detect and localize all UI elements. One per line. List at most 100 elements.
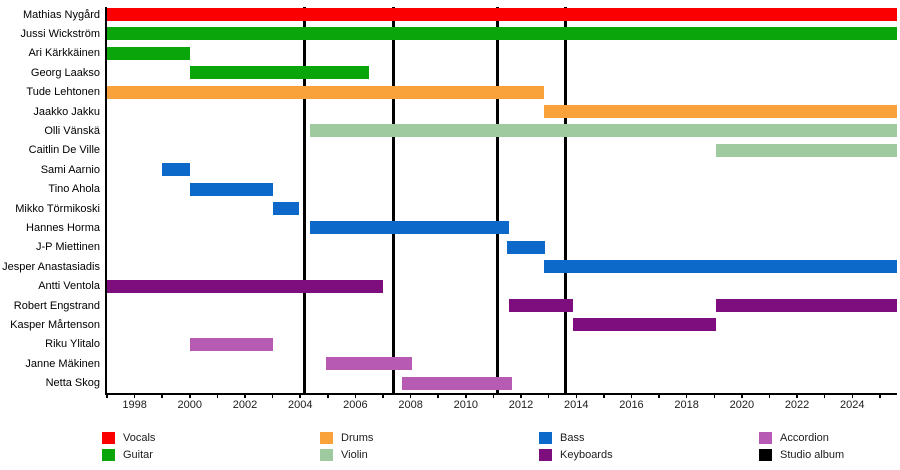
legend-swatch <box>320 432 333 444</box>
member-row-label: Riku Ylitalo <box>45 338 100 351</box>
year-tick <box>492 393 495 398</box>
member-row-label: Kasper Mårtenson <box>10 318 100 331</box>
legend-swatch <box>102 449 115 461</box>
year-tick-label: 2022 <box>784 399 810 411</box>
legend-item: Accordion <box>759 431 900 445</box>
year-tick-label: 2020 <box>729 399 755 411</box>
timeline-bar-accordion <box>402 376 512 390</box>
legend-label: Vocals <box>123 432 156 444</box>
year-tick <box>465 393 467 398</box>
year-tick <box>713 393 716 398</box>
member-row-label: Mathias Nygård <box>22 8 100 21</box>
year-tick <box>658 393 660 398</box>
member-row-label: Sami Aarnio <box>40 163 100 176</box>
year-tick <box>189 393 191 398</box>
timeline-bar-vocals <box>107 8 897 21</box>
x-axis-line <box>105 393 897 395</box>
timeline-bar-bass <box>272 202 299 215</box>
timeline-bar-guitar <box>189 66 370 80</box>
member-row-label: Robert Engstrand <box>13 299 100 312</box>
year-tick <box>768 393 771 398</box>
studio-album-line <box>563 7 567 393</box>
year-tick <box>161 393 163 398</box>
year-tick <box>630 393 633 398</box>
year-tick <box>796 393 798 398</box>
legend-item: Guitar <box>102 448 252 462</box>
year-tick-label: 2018 <box>674 399 699 411</box>
legend-item: Vocals <box>102 431 252 445</box>
studio-album-line <box>303 7 307 393</box>
year-tick <box>216 393 219 398</box>
member-row-label: Jussi Wickström <box>20 27 100 40</box>
year-tick <box>106 393 108 398</box>
year-tick <box>741 393 743 398</box>
legend-label: Bass <box>560 432 585 444</box>
year-tick-label: 2008 <box>398 399 423 411</box>
timeline-bar-keyboards <box>715 299 897 312</box>
year-tick <box>354 393 357 398</box>
year-tick <box>547 393 550 398</box>
legend-item: Keyboards <box>539 448 689 462</box>
year-tick <box>271 393 274 398</box>
timeline-bar-keyboards <box>107 279 384 293</box>
legend-label: Keyboards <box>560 449 613 461</box>
member-row-label: Netta Skog <box>45 377 100 390</box>
y-axis-line <box>105 7 107 393</box>
legend-swatch <box>320 449 333 461</box>
legend-item: Studio album <box>759 448 900 462</box>
legend-label: Studio album <box>780 449 845 461</box>
year-tick <box>520 393 522 398</box>
member-row-label: Georg Laakso <box>30 66 100 79</box>
member-row-label: Hannes Horma <box>26 221 100 234</box>
legend-item: Violin <box>320 448 470 462</box>
year-tick <box>244 393 246 398</box>
year-tick <box>685 393 688 398</box>
year-tick <box>851 393 854 398</box>
studio-album-line <box>496 7 500 393</box>
member-row-label: Tude Lehtonen <box>26 86 100 99</box>
member-row-label: Ari Kärkkäinen <box>28 47 100 60</box>
legend-swatch <box>759 449 772 461</box>
timeline-bar-violin <box>309 124 897 138</box>
year-tick-label: 2006 <box>343 399 368 411</box>
member-row-label: Caitlin De Ville <box>28 144 100 157</box>
year-tick <box>327 393 329 398</box>
timeline-bar-bass <box>162 163 190 177</box>
year-tick <box>879 393 881 398</box>
legend-item: Bass <box>539 431 689 445</box>
member-row-label: Jesper Anastasiadis <box>2 260 100 273</box>
year-tick-label: 2004 <box>287 399 313 411</box>
timeline-bar-keyboards <box>508 299 574 312</box>
member-row-label: Tino Ahola <box>48 183 100 196</box>
studio-album-line <box>392 7 396 393</box>
timeline-bar-guitar <box>107 46 190 60</box>
year-tick-label: 2010 <box>453 399 479 411</box>
legend-label: Drums <box>341 432 374 444</box>
year-tick-label: 2014 <box>564 399 589 411</box>
member-row-label: Janne Mäkinen <box>25 357 100 370</box>
year-tick <box>437 393 439 398</box>
year-tick-label: 1998 <box>122 399 147 411</box>
timeline-bar-drums <box>107 85 544 99</box>
timeline-bar-bass <box>507 240 546 254</box>
legend-item: Drums <box>320 431 470 445</box>
legend-label: Violin <box>341 449 368 461</box>
legend-label: Guitar <box>123 449 153 461</box>
year-tick-label: 2000 <box>177 399 203 411</box>
year-tick <box>823 393 826 398</box>
legend-swatch <box>539 449 552 461</box>
timeline-bar-bass <box>189 182 273 196</box>
member-row-label: J-P Miettinen <box>36 241 100 254</box>
year-tick <box>382 393 384 398</box>
year-tick-label: 2024 <box>840 399 865 411</box>
legend-swatch <box>539 432 552 444</box>
timeline-bar-bass <box>543 260 897 274</box>
timeline-bar-accordion <box>189 337 273 351</box>
year-tick-label: 2016 <box>619 399 644 411</box>
timeline-bar-drums <box>543 105 897 118</box>
legend-label: Accordion <box>780 432 829 444</box>
member-row-label: Mikko Törmikoski <box>15 202 100 215</box>
year-tick <box>409 393 412 398</box>
year-tick-label: 2012 <box>508 399 534 411</box>
